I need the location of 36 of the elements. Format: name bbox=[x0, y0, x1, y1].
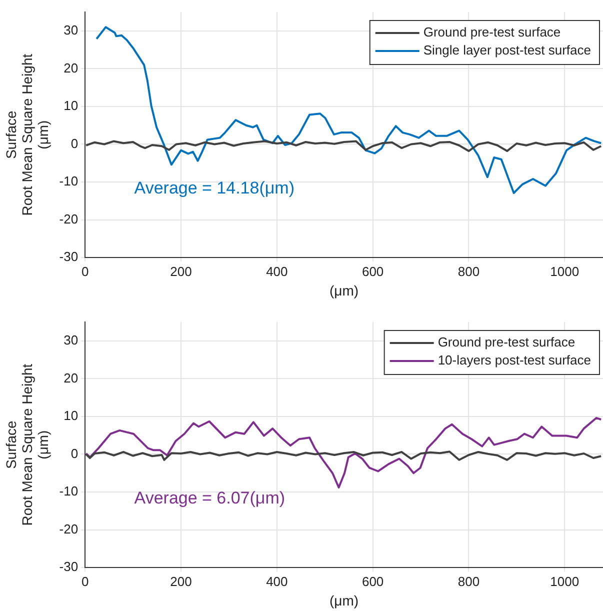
x-tick-label: 1000 bbox=[550, 574, 580, 589]
x-tick-label: 600 bbox=[362, 264, 384, 279]
y-tick-label: 0 bbox=[70, 136, 78, 151]
x-tick-label: 600 bbox=[362, 574, 384, 589]
x-tick-label: 0 bbox=[81, 264, 89, 279]
x-axis-title: (μm) bbox=[330, 282, 359, 298]
legend-label: 10-layers post-test surface bbox=[438, 352, 592, 368]
y-tick-label: 20 bbox=[64, 60, 78, 76]
x-tick-label: 200 bbox=[170, 264, 192, 279]
legend-label: Ground pre-test surface bbox=[438, 334, 576, 350]
y-tick-label: 0 bbox=[70, 446, 78, 461]
legend-label: Ground pre-test surface bbox=[423, 24, 561, 40]
legend-label: Single layer post-test surface bbox=[423, 42, 592, 58]
y-tick-label: 10 bbox=[64, 98, 78, 114]
x-tick-label: 800 bbox=[458, 264, 480, 279]
x-tick-label: 200 bbox=[170, 574, 192, 589]
x-tick-label: 400 bbox=[266, 574, 288, 589]
y-tick-label: -20 bbox=[59, 521, 78, 536]
y-tick-label: 20 bbox=[64, 370, 78, 386]
y-tick-label: -10 bbox=[59, 484, 78, 499]
y-tick-label: -30 bbox=[59, 559, 78, 574]
x-tick-label: 400 bbox=[266, 264, 288, 279]
x-axis-title: (μm) bbox=[330, 592, 359, 608]
y-tick-label: -30 bbox=[59, 249, 78, 264]
annotation: Average = 6.07(μm) bbox=[134, 488, 286, 508]
x-tick-label: 800 bbox=[458, 574, 480, 589]
y-axis-title: Surface Root Mean Square Height (μm) bbox=[2, 54, 52, 216]
y-tick-label: 10 bbox=[64, 408, 78, 424]
x-tick-label: 0 bbox=[81, 574, 89, 589]
y-tick-label: 30 bbox=[64, 22, 78, 38]
y-tick-label: 30 bbox=[64, 332, 78, 348]
y-tick-label: -10 bbox=[59, 174, 78, 189]
y-axis-title: Surface Root Mean Square Height (μm) bbox=[2, 364, 52, 526]
y-tick-label: -20 bbox=[59, 211, 78, 226]
annotation: Average = 14.18(μm) bbox=[134, 178, 295, 198]
x-tick-label: 1000 bbox=[550, 264, 580, 279]
